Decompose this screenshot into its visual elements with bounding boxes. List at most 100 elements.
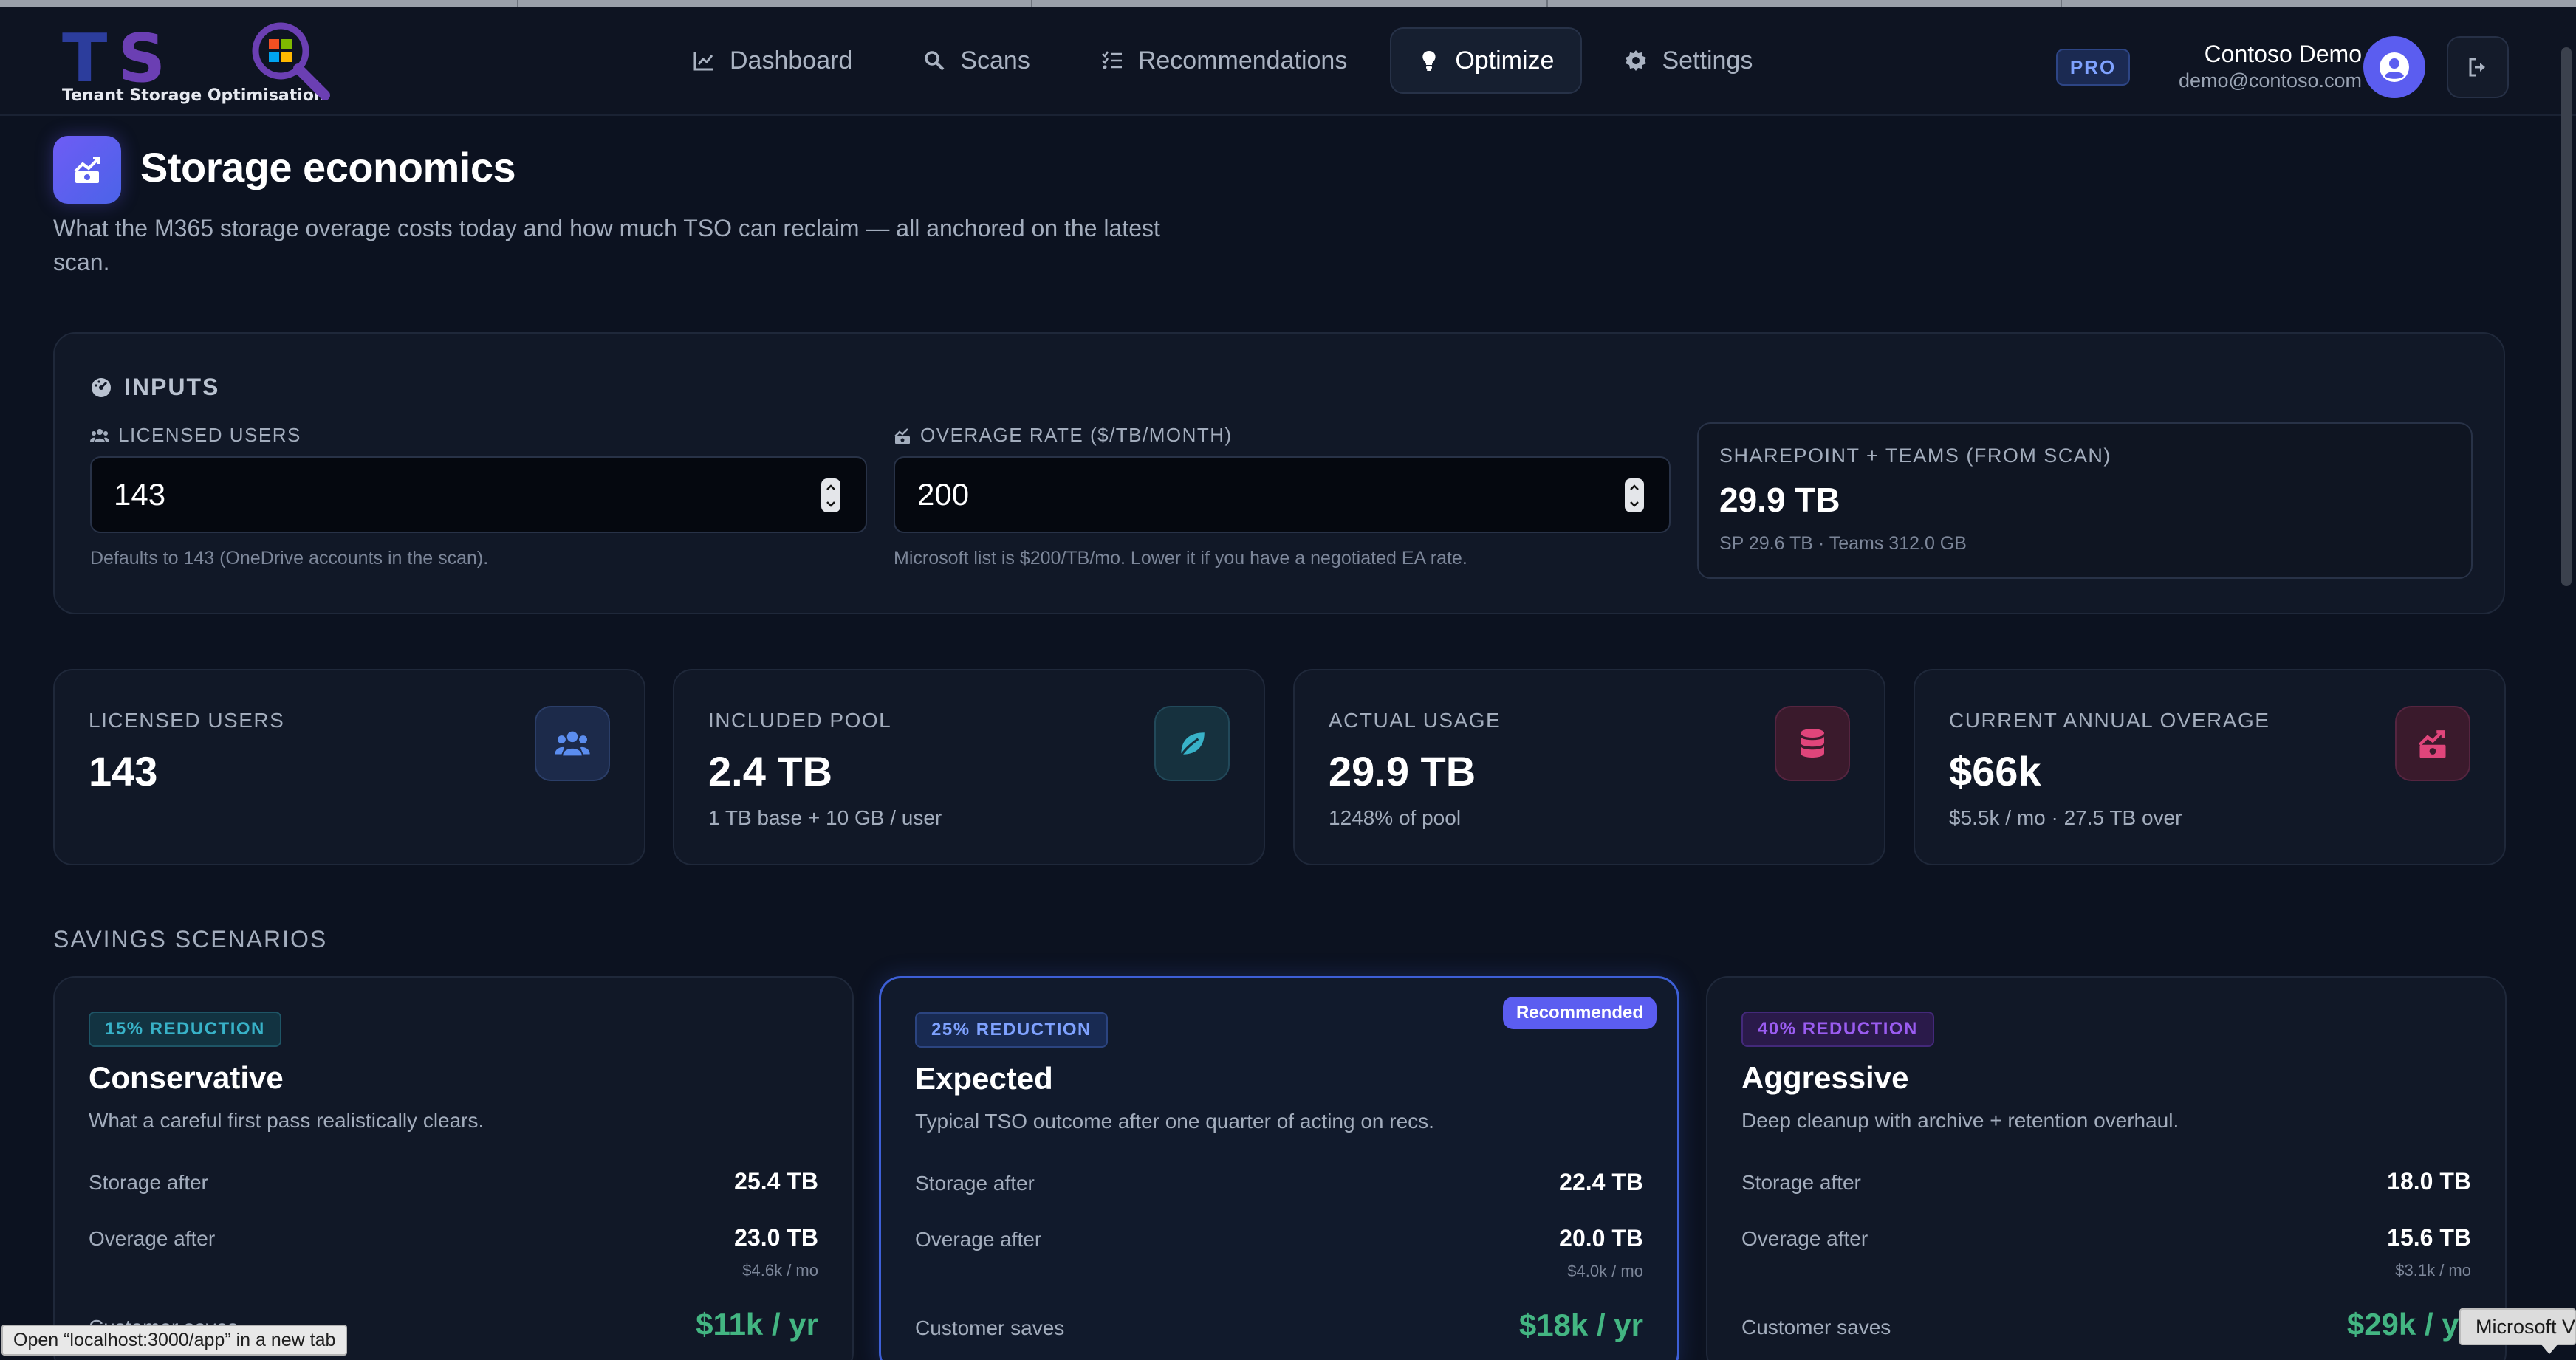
licensed-users-input[interactable]: 143 [90,456,867,533]
scenario-description: Deep cleanup with archive + retention ov… [1741,1109,2179,1132]
stat-value: $66k [1949,748,2041,794]
overage-after-value: 15.6 TB [2387,1224,2471,1251]
user-circle-icon [2380,52,2409,82]
licensed-users-help: Defaults to 143 (OneDrive accounts in th… [90,548,489,569]
gear-icon [1626,50,1647,71]
overage-after-value: 23.0 TB [734,1224,818,1251]
chevron-up-icon [1630,484,1639,490]
storage-after-value: 25.4 TB [734,1168,818,1195]
overage-after-label: Overage after [1741,1227,1868,1250]
stat-card-actual-usage: ACTUAL USAGE 29.9 TB 1248% of pool [1293,669,1885,865]
reduction-badge: 15% REDUCTION [89,1012,281,1047]
nav-settings[interactable]: Settings [1597,27,1781,94]
stat-value: 2.4 TB [708,748,833,794]
storage-after-label: Storage after [1741,1171,1861,1194]
sharepoint-teams-breakdown: SP 29.6 TB · Teams 312.0 GB [1719,533,1967,554]
logo-tagline: Tenant Storage Optimisation [62,86,326,105]
checklist-icon [1101,51,1122,69]
nav-optimize[interactable]: Optimize [1390,27,1583,94]
overage-after-label: Overage after [89,1227,216,1250]
stat-sub: $5.5k / mo · 27.5 TB over [1949,806,2182,829]
nav-recommendations-label: Recommendations [1137,46,1348,75]
chevron-down-icon [826,501,835,507]
nav-scans[interactable]: Scans [895,27,1058,94]
stat-icon-box [2395,706,2470,781]
overage-rate-stepper[interactable] [1625,478,1644,512]
lightbulb-icon [1422,51,1436,71]
scenario-card-conservative[interactable]: 15% REDUCTION Conservative What a carefu… [53,976,854,1360]
nav-dashboard-label: Dashboard [730,46,853,75]
users-icon [90,428,109,442]
reduction-badge: 40% REDUCTION [1741,1012,1934,1047]
stat-sub: 1248% of pool [1329,806,1462,829]
customer-saves-value: $18k / yr [1518,1308,1643,1342]
stat-card-licensed-users: LICENSED USERS 143 [53,669,645,865]
leaf-icon [1178,732,1205,758]
overage-monthly-value: $4.6k / mo [742,1261,818,1280]
nav-recommendations[interactable]: Recommendations [1073,27,1375,94]
nav-dashboard[interactable]: Dashboard [665,27,880,94]
customer-saves-label: Customer saves [1741,1316,1891,1339]
recommended-badge: Recommended [1502,997,1657,1029]
licensed-users-value: 143 [114,477,166,512]
reduction-badge: 25% REDUCTION [915,1012,1108,1048]
sharepoint-teams-card: SHAREPOINT + TEAMS (FROM SCAN) 29.9 TB S… [1697,422,2473,579]
user-name: Contoso Demo [2204,41,2362,67]
savings-scenarios-title: SAVINGS SCENARIOS [53,926,328,952]
sign-out-icon [2469,58,2485,77]
overage-rate-label: OVERAGE RATE ($/TB/MONTH) [894,424,1233,447]
page-icon [53,136,121,204]
stat-card-included-pool: INCLUDED POOL 2.4 TB 1 TB base + 10 GB /… [673,669,1265,865]
stat-icon-box [1154,706,1230,781]
chart-money-icon [74,157,100,183]
plan-badge: PRO [2056,49,2130,86]
stat-sub: 1 TB base + 10 GB / user [708,806,942,829]
scenario-card-aggressive[interactable]: 40% REDUCTION Aggressive Deep cleanup wi… [1706,976,2507,1360]
overage-monthly-value: $4.0k / mo [1567,1262,1643,1280]
magnifier-logo-icon [252,22,330,100]
scenario-card-expected[interactable]: Recommended 25% REDUCTION Expected Typic… [879,976,1679,1360]
inputs-title: INPUTS [90,374,219,401]
customer-saves-value: $11k / yr [696,1307,818,1342]
page-title: Storage economics [140,144,516,190]
customer-saves-value: $29k / yr [2346,1307,2471,1342]
browser-status-bar: Open “localhost:3000/app” in a new tab [1,1325,348,1356]
overage-after-label: Overage after [915,1228,1042,1251]
stat-label: INCLUDED POOL [708,709,892,732]
user-email: demo@contoso.com [2178,69,2362,92]
user-avatar-button[interactable] [2363,36,2425,98]
licensed-users-stepper[interactable] [821,478,840,512]
inputs-title-label: INPUTS [124,374,220,400]
gauge-icon [92,377,111,397]
chart-money-icon [2418,730,2446,758]
stat-label: CURRENT ANNUAL OVERAGE [1949,709,2270,732]
stat-label: LICENSED USERS [89,709,285,732]
customer-saves-label: Customer saves [915,1316,1065,1339]
stat-card-annual-overage: CURRENT ANNUAL OVERAGE $66k $5.5k / mo ·… [1914,669,2506,865]
sharepoint-teams-value: 29.9 TB [1719,481,1840,519]
stat-label: ACTUAL USAGE [1329,709,1501,732]
inputs-panel: INPUTS LICENSED USERS 143 Defaults to 14… [53,332,2505,614]
chevron-down-icon [1630,501,1639,507]
storage-after-label: Storage after [915,1172,1035,1195]
stat-icon-box [535,706,610,781]
storage-after-value: 18.0 TB [2387,1168,2471,1195]
user-info: Contoso Demo demo@contoso.com [2179,39,2362,92]
nav-optimize-label: Optimize [1455,46,1555,75]
nav-links: Dashboard Scans Recommendations Optimize… [665,27,1781,94]
app-logo[interactable]: TS Tenant Storage Optimisation [58,20,331,109]
page-scrollbar-thumb[interactable] [2561,47,2572,586]
licensed-users-label: LICENSED USERS [90,424,301,447]
stat-value: 29.9 TB [1329,748,1476,794]
magnifier-icon [925,51,945,71]
scenario-name: Conservative [89,1060,284,1095]
chart-line-icon [693,52,713,71]
scenario-description: What a careful first pass realistically … [89,1109,484,1132]
scenario-name: Aggressive [1741,1060,1909,1095]
scenario-description: Typical TSO outcome after one quarter of… [915,1110,1434,1133]
logo-letters: TS [62,20,177,97]
storage-after-label: Storage after [89,1171,208,1194]
logout-button[interactable] [2447,36,2509,98]
overage-rate-value: 200 [917,477,970,512]
overage-rate-input[interactable]: 200 [894,456,1671,533]
